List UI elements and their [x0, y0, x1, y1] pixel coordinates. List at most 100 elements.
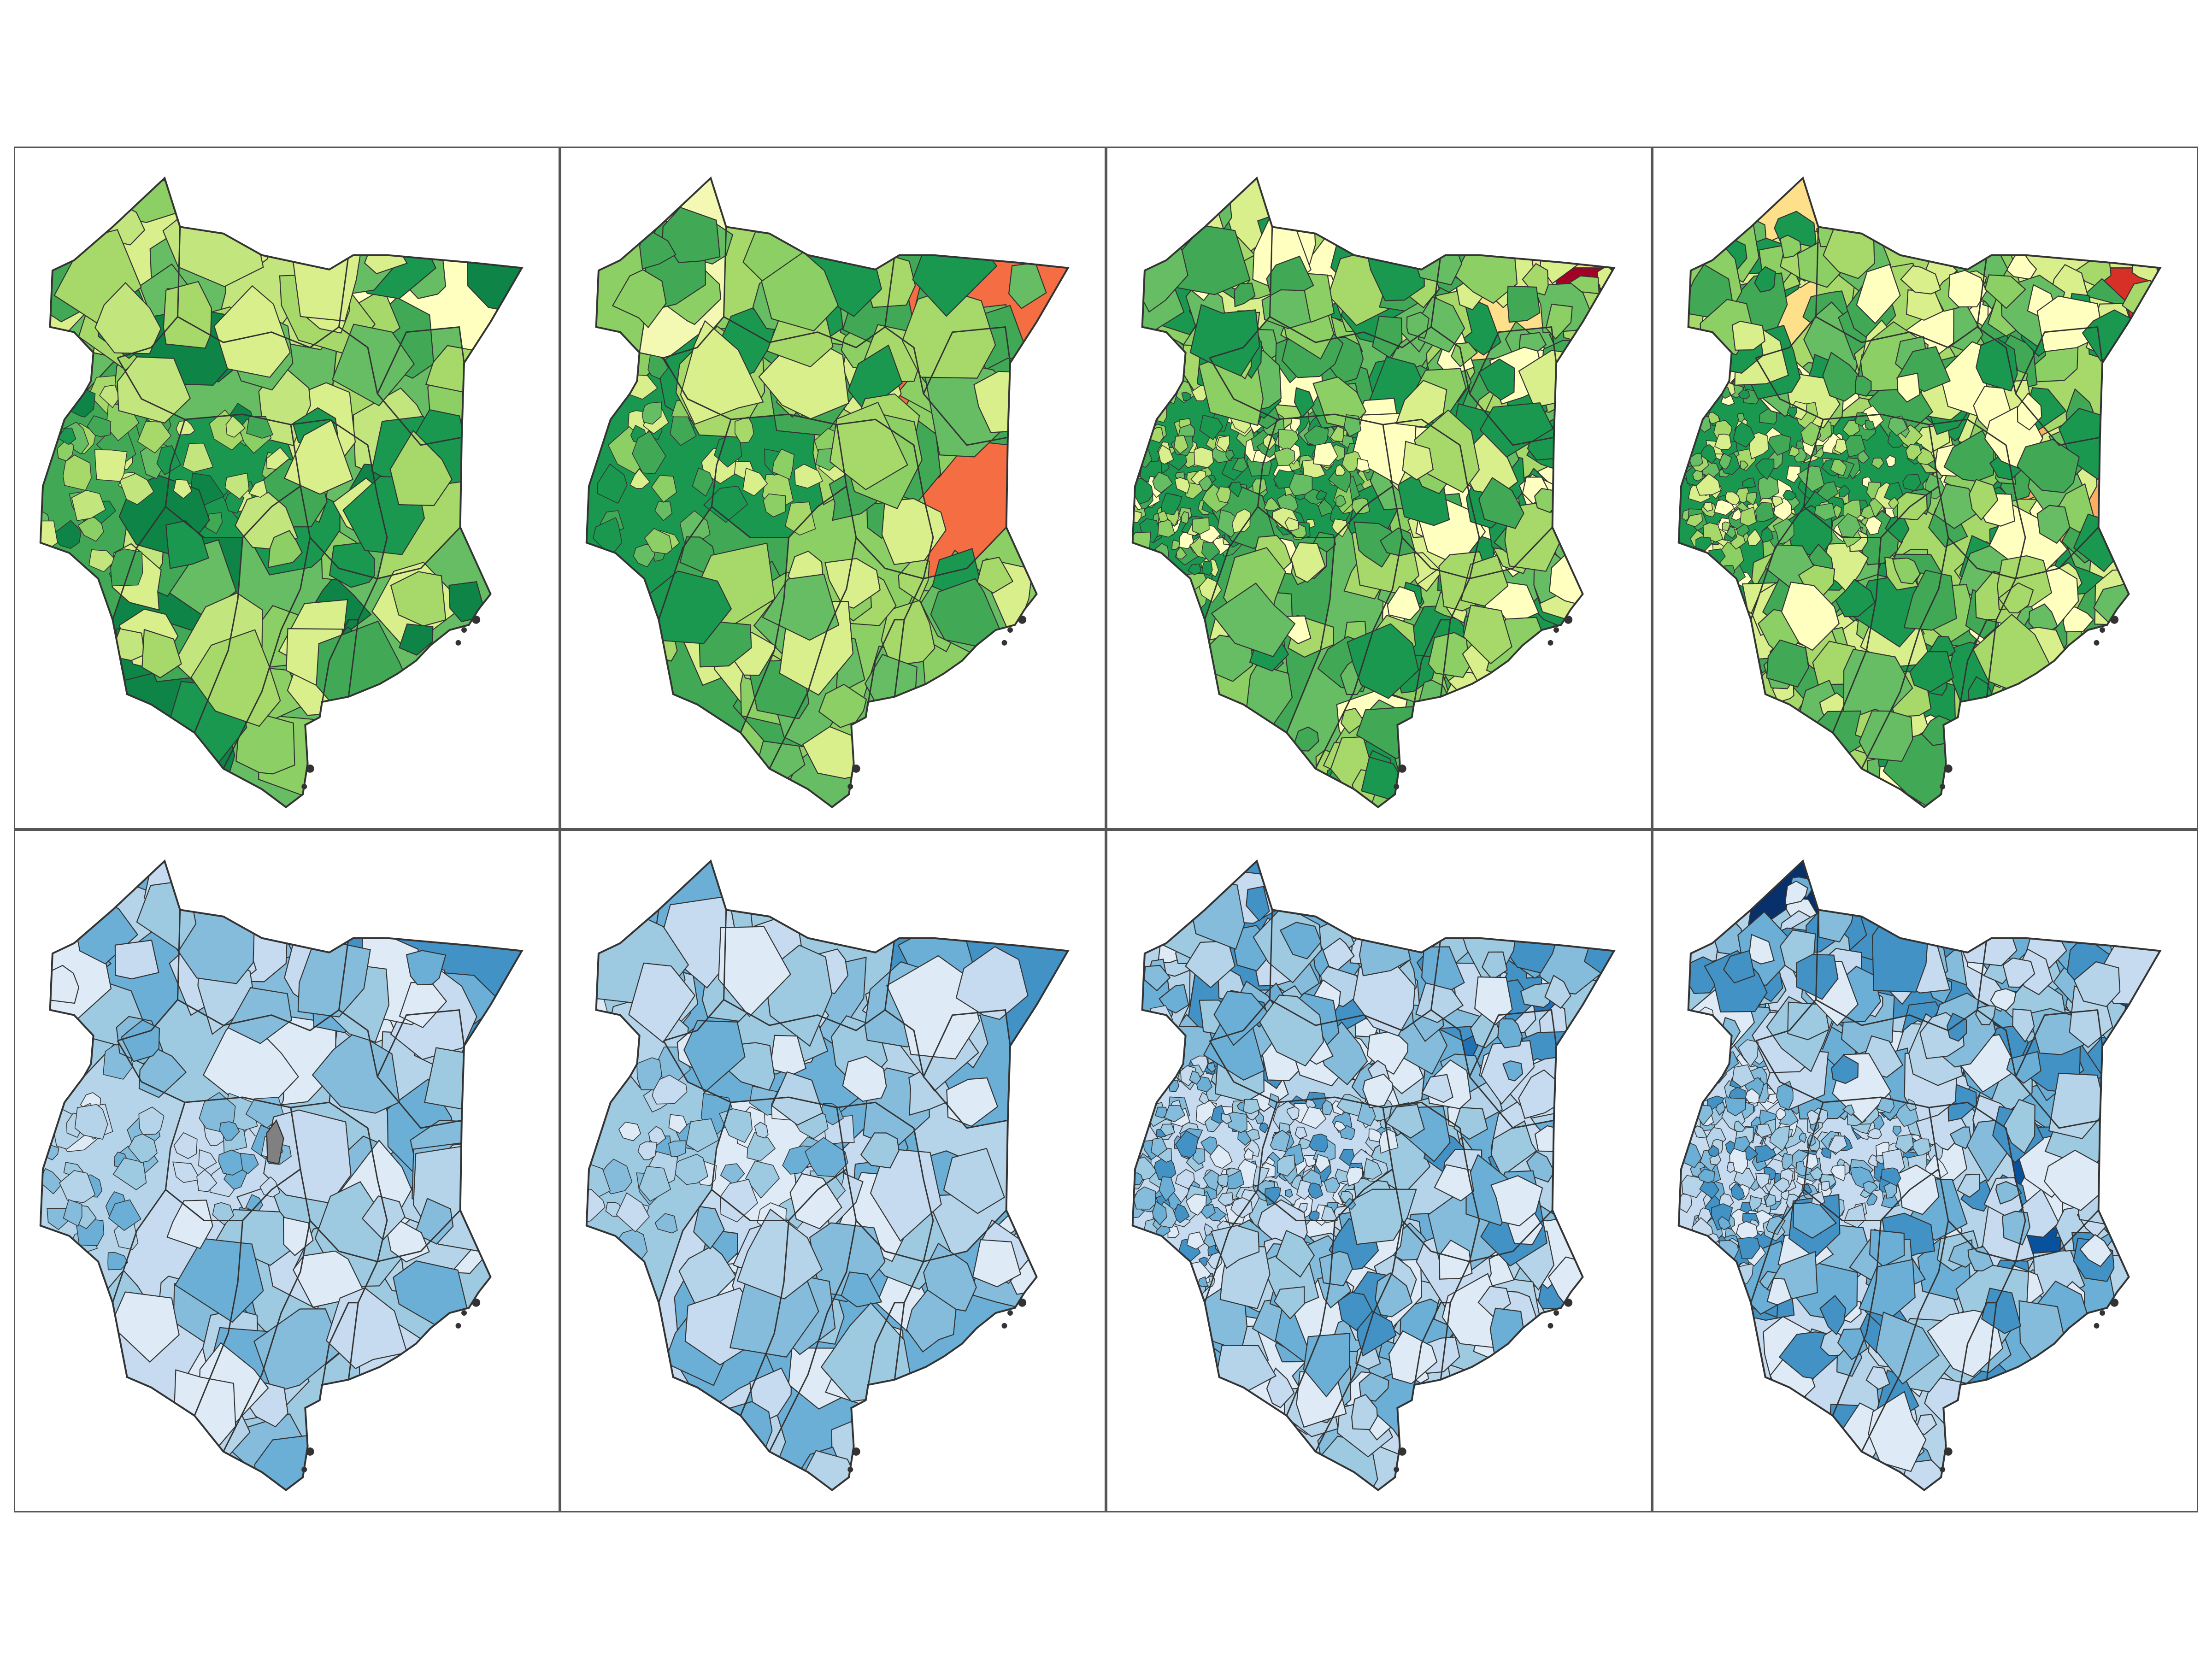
kenya-choropleth-map	[39, 859, 524, 1491]
admin-unit	[235, 713, 295, 775]
admin-unit	[1738, 389, 1750, 400]
admin-unit	[1490, 1175, 1543, 1227]
admin-unit	[57, 427, 76, 445]
admin-boundary	[1947, 1220, 2016, 1263]
admin-boundary	[1286, 537, 1335, 733]
admin-boundary	[377, 1009, 465, 1077]
admin-unit	[1703, 501, 1713, 512]
admin-unit	[297, 940, 371, 1018]
admin-unit	[1330, 426, 1344, 442]
admin-boundary	[1257, 485, 1393, 538]
admin-unit	[616, 1192, 650, 1233]
admin-unit	[1710, 362, 1723, 378]
admin-unit	[1692, 470, 1704, 482]
admin-unit	[946, 1077, 999, 1127]
admin-boundary	[1832, 537, 1882, 733]
admin-unit	[742, 467, 768, 496]
admin-unit	[1843, 1204, 1866, 1228]
coastal-island	[1007, 1310, 1013, 1316]
admin-boundary	[923, 1009, 1011, 1077]
admin-unit	[1707, 1145, 1719, 1157]
admin-unit	[1489, 1307, 1525, 1353]
admin-unit	[1765, 1194, 1777, 1207]
admin-unit	[651, 475, 677, 503]
admin-unit	[1290, 542, 1326, 583]
admin-unit	[1303, 1333, 1351, 1398]
admin-boundary	[1815, 255, 1988, 348]
admin-unit	[138, 1106, 165, 1135]
admin-unit	[1814, 502, 1836, 521]
admin-unit	[1157, 350, 1181, 369]
admin-unit	[2036, 505, 2071, 544]
admin-unit	[1998, 582, 2034, 614]
admin-unit	[628, 962, 696, 1043]
admin-boundary	[1401, 537, 1470, 580]
kenya-choropleth-map	[39, 176, 524, 808]
admin-unit	[1351, 497, 1370, 514]
admin-unit	[1740, 460, 1748, 470]
coastal-island	[1007, 627, 1013, 633]
admin-unit	[224, 472, 250, 500]
admin-unit	[1838, 484, 1851, 498]
admin-unit	[686, 1118, 719, 1153]
admin-unit	[1723, 950, 1755, 984]
admin-unit	[248, 479, 268, 498]
admin-unit	[860, 1132, 900, 1169]
admin-unit	[734, 416, 754, 443]
admin-unit	[771, 448, 795, 480]
admin-unit	[1331, 518, 1348, 537]
admin-unit	[1914, 1414, 1937, 1435]
admin-unit	[1830, 459, 1847, 477]
admin-unit	[1150, 379, 1176, 398]
admin-unit	[1165, 364, 1182, 382]
admin-unit	[1290, 418, 1301, 433]
admin-unit	[654, 500, 673, 521]
admin-unit	[1313, 442, 1338, 466]
admin-unit	[804, 1137, 848, 1177]
admin-unit	[1197, 1276, 1208, 1288]
admin-unit	[1175, 1130, 1199, 1158]
admin-boundary	[663, 910, 727, 1041]
admin-unit	[1198, 475, 1213, 492]
admin-unit	[1221, 1113, 1232, 1124]
admin-unit	[1199, 414, 1224, 441]
admin-unit	[1246, 1129, 1260, 1141]
country-outline	[39, 859, 524, 1491]
admin-unit	[1298, 1138, 1311, 1150]
admin-unit	[1712, 347, 1730, 364]
admin-unit	[1793, 1201, 1837, 1239]
admin-boundary	[377, 527, 461, 580]
admin-unit	[1164, 382, 1175, 392]
admin-boundary	[740, 537, 789, 733]
admin-unit	[88, 549, 117, 572]
admin-unit	[762, 573, 840, 641]
admin-unit	[668, 1114, 688, 1134]
admin-unit	[1949, 1126, 1972, 1149]
admin-unit	[1259, 1122, 1269, 1134]
admin-unit	[389, 429, 453, 506]
admin-boundary	[194, 537, 243, 733]
admin-unit	[62, 454, 92, 491]
admin-unit	[227, 987, 293, 1044]
admin-unit	[1695, 473, 1721, 496]
admin-unit	[1733, 1135, 1751, 1153]
country-outline	[1677, 859, 2162, 1491]
admin-boundary	[117, 1040, 368, 1129]
admin-unit	[1298, 1202, 1308, 1213]
admin-unit	[1820, 1330, 1845, 1356]
admin-unit	[898, 555, 930, 602]
admin-unit	[586, 1188, 606, 1223]
admin-unit	[1755, 1172, 1770, 1189]
admin-unit	[1732, 1064, 1755, 1088]
admin-unit	[1173, 435, 1189, 454]
admin-unit	[283, 419, 353, 495]
admin-boundary	[1803, 485, 1939, 538]
admin-unit	[1713, 500, 1735, 516]
admin-unit	[1286, 1106, 1300, 1121]
admin-unit	[1888, 496, 1899, 509]
admin-unit	[1189, 304, 1260, 377]
admin-boundary	[1269, 938, 1441, 1031]
admin-unit	[1948, 1239, 1973, 1268]
admin-unit	[1363, 1158, 1382, 1180]
admin-unit	[1786, 465, 1801, 483]
